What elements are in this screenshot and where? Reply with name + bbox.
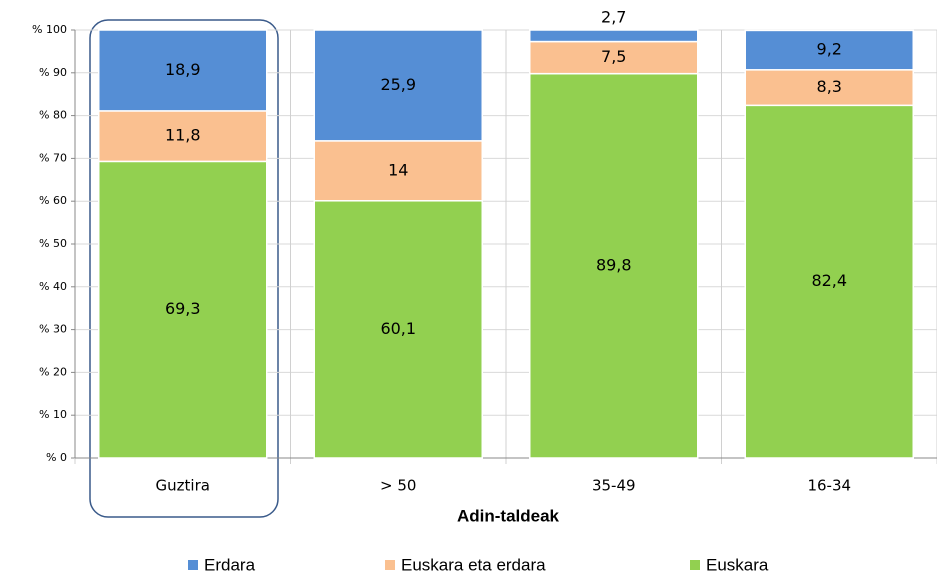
x-tick-label: 16-34 bbox=[807, 477, 851, 495]
y-tick-label: % 50 bbox=[39, 237, 67, 250]
x-tick-label: Guztira bbox=[156, 477, 210, 495]
y-tick-label: % 10 bbox=[39, 408, 67, 421]
data-label: 82,4 bbox=[811, 271, 847, 290]
data-label: 9,2 bbox=[817, 40, 842, 59]
data-label: 60,1 bbox=[380, 319, 416, 338]
data-label: 2,7 bbox=[601, 8, 626, 27]
data-label: 89,8 bbox=[596, 255, 632, 274]
y-tick-label: % 60 bbox=[39, 194, 67, 207]
legend-label: Euskara eta erdara bbox=[401, 555, 546, 574]
bar-segment bbox=[313, 29, 483, 142]
data-label: 69,3 bbox=[165, 299, 201, 318]
bar-segment bbox=[744, 29, 914, 71]
legend-swatch bbox=[188, 560, 198, 570]
bar-segment bbox=[744, 69, 914, 107]
bar-segment bbox=[744, 104, 914, 459]
x-tick-label: > 50 bbox=[380, 477, 416, 495]
bar-segment bbox=[98, 160, 268, 459]
data-label: 25,9 bbox=[380, 75, 416, 94]
bar-segment bbox=[98, 29, 268, 112]
y-tick-label: % 90 bbox=[39, 66, 67, 79]
x-tick-label: 35-49 bbox=[592, 477, 636, 495]
legend-label: Euskara bbox=[706, 555, 769, 574]
legend-label: Erdara bbox=[204, 555, 256, 574]
legend-swatch bbox=[385, 560, 395, 570]
bar-segment bbox=[529, 40, 699, 75]
data-label: 11,8 bbox=[165, 126, 201, 145]
data-label: 8,3 bbox=[817, 77, 842, 96]
highlight-box bbox=[89, 19, 279, 518]
bar-segment bbox=[529, 29, 699, 43]
y-tick-label: % 80 bbox=[39, 109, 67, 122]
y-tick-label: % 20 bbox=[39, 365, 67, 378]
bar-segment bbox=[313, 200, 483, 459]
y-tick-label: % 70 bbox=[39, 151, 67, 164]
y-tick-label: % 30 bbox=[39, 323, 67, 336]
data-label: 18,9 bbox=[165, 60, 201, 79]
y-tick-label: % 0 bbox=[46, 451, 67, 464]
legend-swatch bbox=[690, 560, 700, 570]
y-tick-label: % 40 bbox=[39, 280, 67, 293]
y-tick-label: % 100 bbox=[32, 23, 67, 36]
bar-segment bbox=[98, 110, 268, 163]
x-axis-title: Adin-taldeak bbox=[457, 506, 560, 525]
bar-segment bbox=[529, 72, 699, 459]
data-label: 14 bbox=[388, 160, 408, 179]
data-label: 7,5 bbox=[601, 47, 626, 66]
